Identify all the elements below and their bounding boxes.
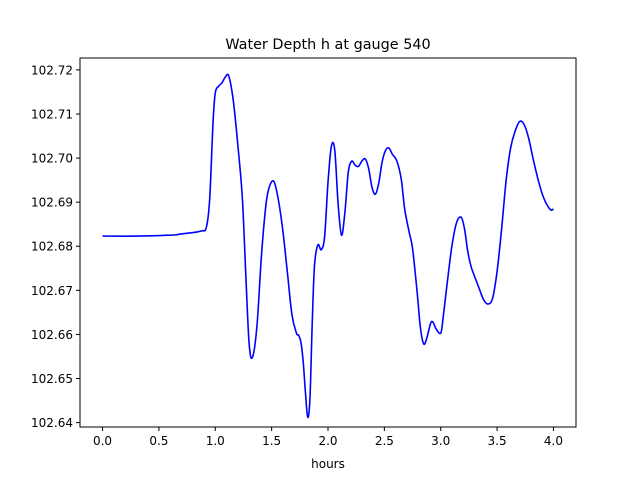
series-line-0 xyxy=(102,73,555,419)
x-tick-label: 1.0 xyxy=(206,434,225,448)
y-tick-label: 102.72 xyxy=(31,63,73,77)
y-tick-label: 102.70 xyxy=(31,152,73,166)
x-axis-label: hours xyxy=(311,457,345,471)
y-tick-label: 102.65 xyxy=(31,372,73,386)
plot-area xyxy=(102,73,555,419)
x-tick-label: 2.5 xyxy=(375,434,394,448)
y-tick-label: 102.67 xyxy=(31,284,73,298)
y-tick-label: 102.71 xyxy=(31,107,73,121)
x-axis: 0.0 0.5 1.0 1.5 2.0 2.5 3.0 3.5 4.0 xyxy=(93,427,563,448)
x-tick-label: 3.5 xyxy=(488,434,507,448)
x-tick-label: 1.5 xyxy=(262,434,281,448)
x-tick-label: 0.5 xyxy=(149,434,168,448)
x-tick-label: 3.0 xyxy=(431,434,450,448)
y-tick-label: 102.64 xyxy=(31,416,73,430)
y-axis: 102.64 102.65 102.66 102.67 102.68 102.69 102.… xyxy=(31,63,80,430)
y-tick-label: 102.68 xyxy=(31,240,73,254)
y-tick-label: 102.69 xyxy=(31,196,73,210)
x-tick-label: 4.0 xyxy=(544,434,563,448)
x-tick-label: 2.0 xyxy=(318,434,337,448)
chart-title: Water Depth h at gauge 540 xyxy=(225,37,430,53)
plot-frame xyxy=(79,57,577,428)
y-tick-label: 102.66 xyxy=(31,328,73,342)
x-tick-label: 0.0 xyxy=(93,434,112,448)
